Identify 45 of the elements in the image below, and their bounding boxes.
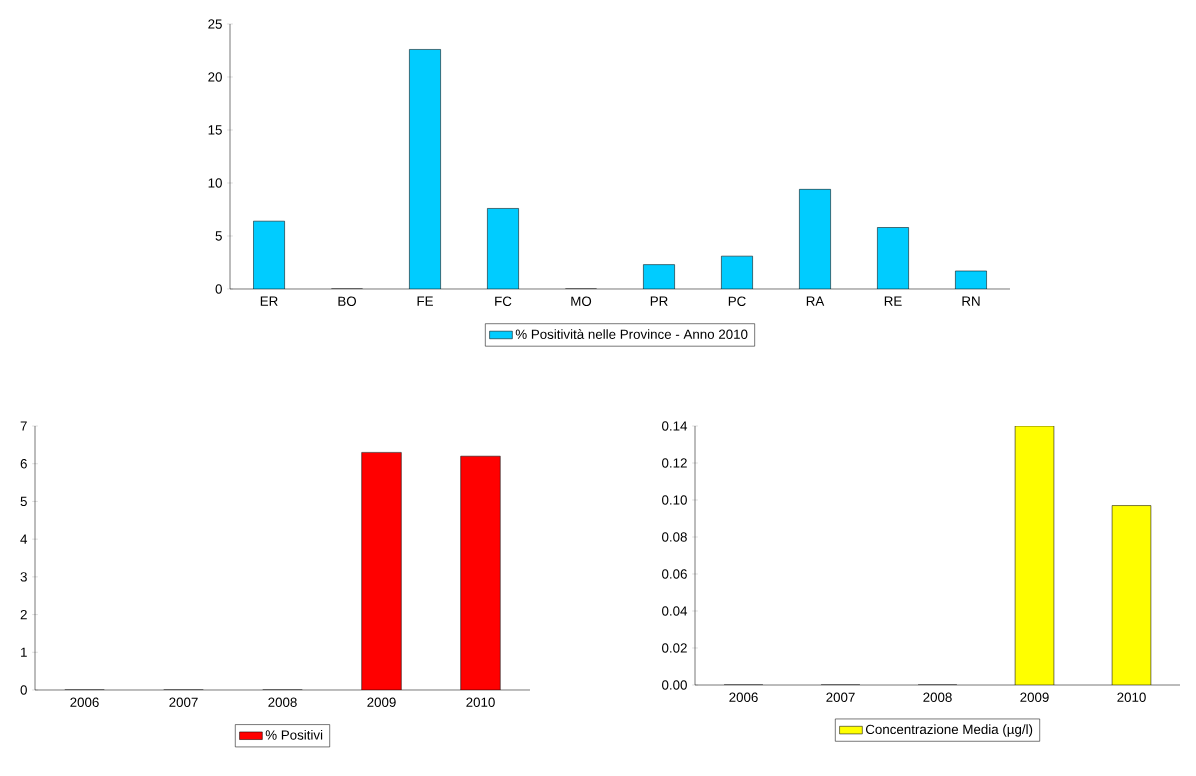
x-tick-label: 2008 [268, 697, 297, 707]
x-tick-label: 2006 [70, 697, 99, 707]
x-tick-label: PC [728, 296, 746, 306]
x-tick-label: ER [260, 296, 278, 306]
x-tick-label: BO [338, 296, 357, 306]
legend-label: % Positività nelle Province - Anno 2010 [515, 329, 748, 339]
x-tick-label: 2007 [826, 692, 855, 702]
x-tick-label: 2009 [1020, 692, 1049, 702]
legend-label: % Positivi [265, 729, 323, 740]
y-tick-label: 5 [215, 231, 222, 241]
y-tick-label: 0.04 [662, 606, 688, 616]
legend-label: Concentrazione Media (µg/l) [865, 724, 1033, 737]
y-tick-label: 0.12 [662, 458, 687, 468]
y-tick-label: 0 [20, 685, 27, 695]
x-tick-label: 2008 [923, 692, 952, 702]
x-tick-label: PR [650, 296, 668, 306]
x-tick-label: 2006 [729, 692, 758, 702]
x-tick-label: MO [571, 296, 592, 306]
x-tick-label: 2010 [1117, 692, 1146, 702]
y-tick-label: 3 [20, 572, 27, 582]
y-tick-label: 0 [215, 284, 222, 294]
y-tick-label: 0.00 [662, 680, 687, 690]
x-tick-label: 2009 [367, 697, 396, 707]
y-tick-label: 5 [20, 496, 27, 507]
x-tick-label: RN [962, 296, 980, 306]
y-tick-label: 0.08 [662, 532, 687, 542]
y-tick-label: 25 [208, 19, 222, 29]
y-tick-label: 0.10 [662, 495, 687, 505]
y-tick-label: 7 [20, 421, 27, 431]
y-tick-label: 0.06 [662, 569, 687, 579]
x-tick-label: RA [806, 296, 825, 306]
y-tick-label: 15 [208, 125, 222, 135]
y-tick-label: 10 [208, 178, 222, 188]
x-tick-label: 2010 [466, 697, 495, 707]
y-tick-label: 0.14 [662, 421, 688, 431]
y-tick-label: 0.02 [662, 643, 687, 653]
x-tick-label: FC [495, 296, 512, 306]
y-tick-label: 4 [20, 534, 28, 544]
y-tick-label: 6 [20, 459, 27, 469]
x-tick-label: FE [417, 296, 433, 306]
y-tick-label: 2 [20, 609, 27, 620]
y-tick-label: 1 [21, 647, 27, 657]
x-tick-label: 2007 [169, 697, 198, 707]
x-tick-label: RE [884, 296, 902, 306]
y-tick-label: 20 [208, 72, 222, 82]
